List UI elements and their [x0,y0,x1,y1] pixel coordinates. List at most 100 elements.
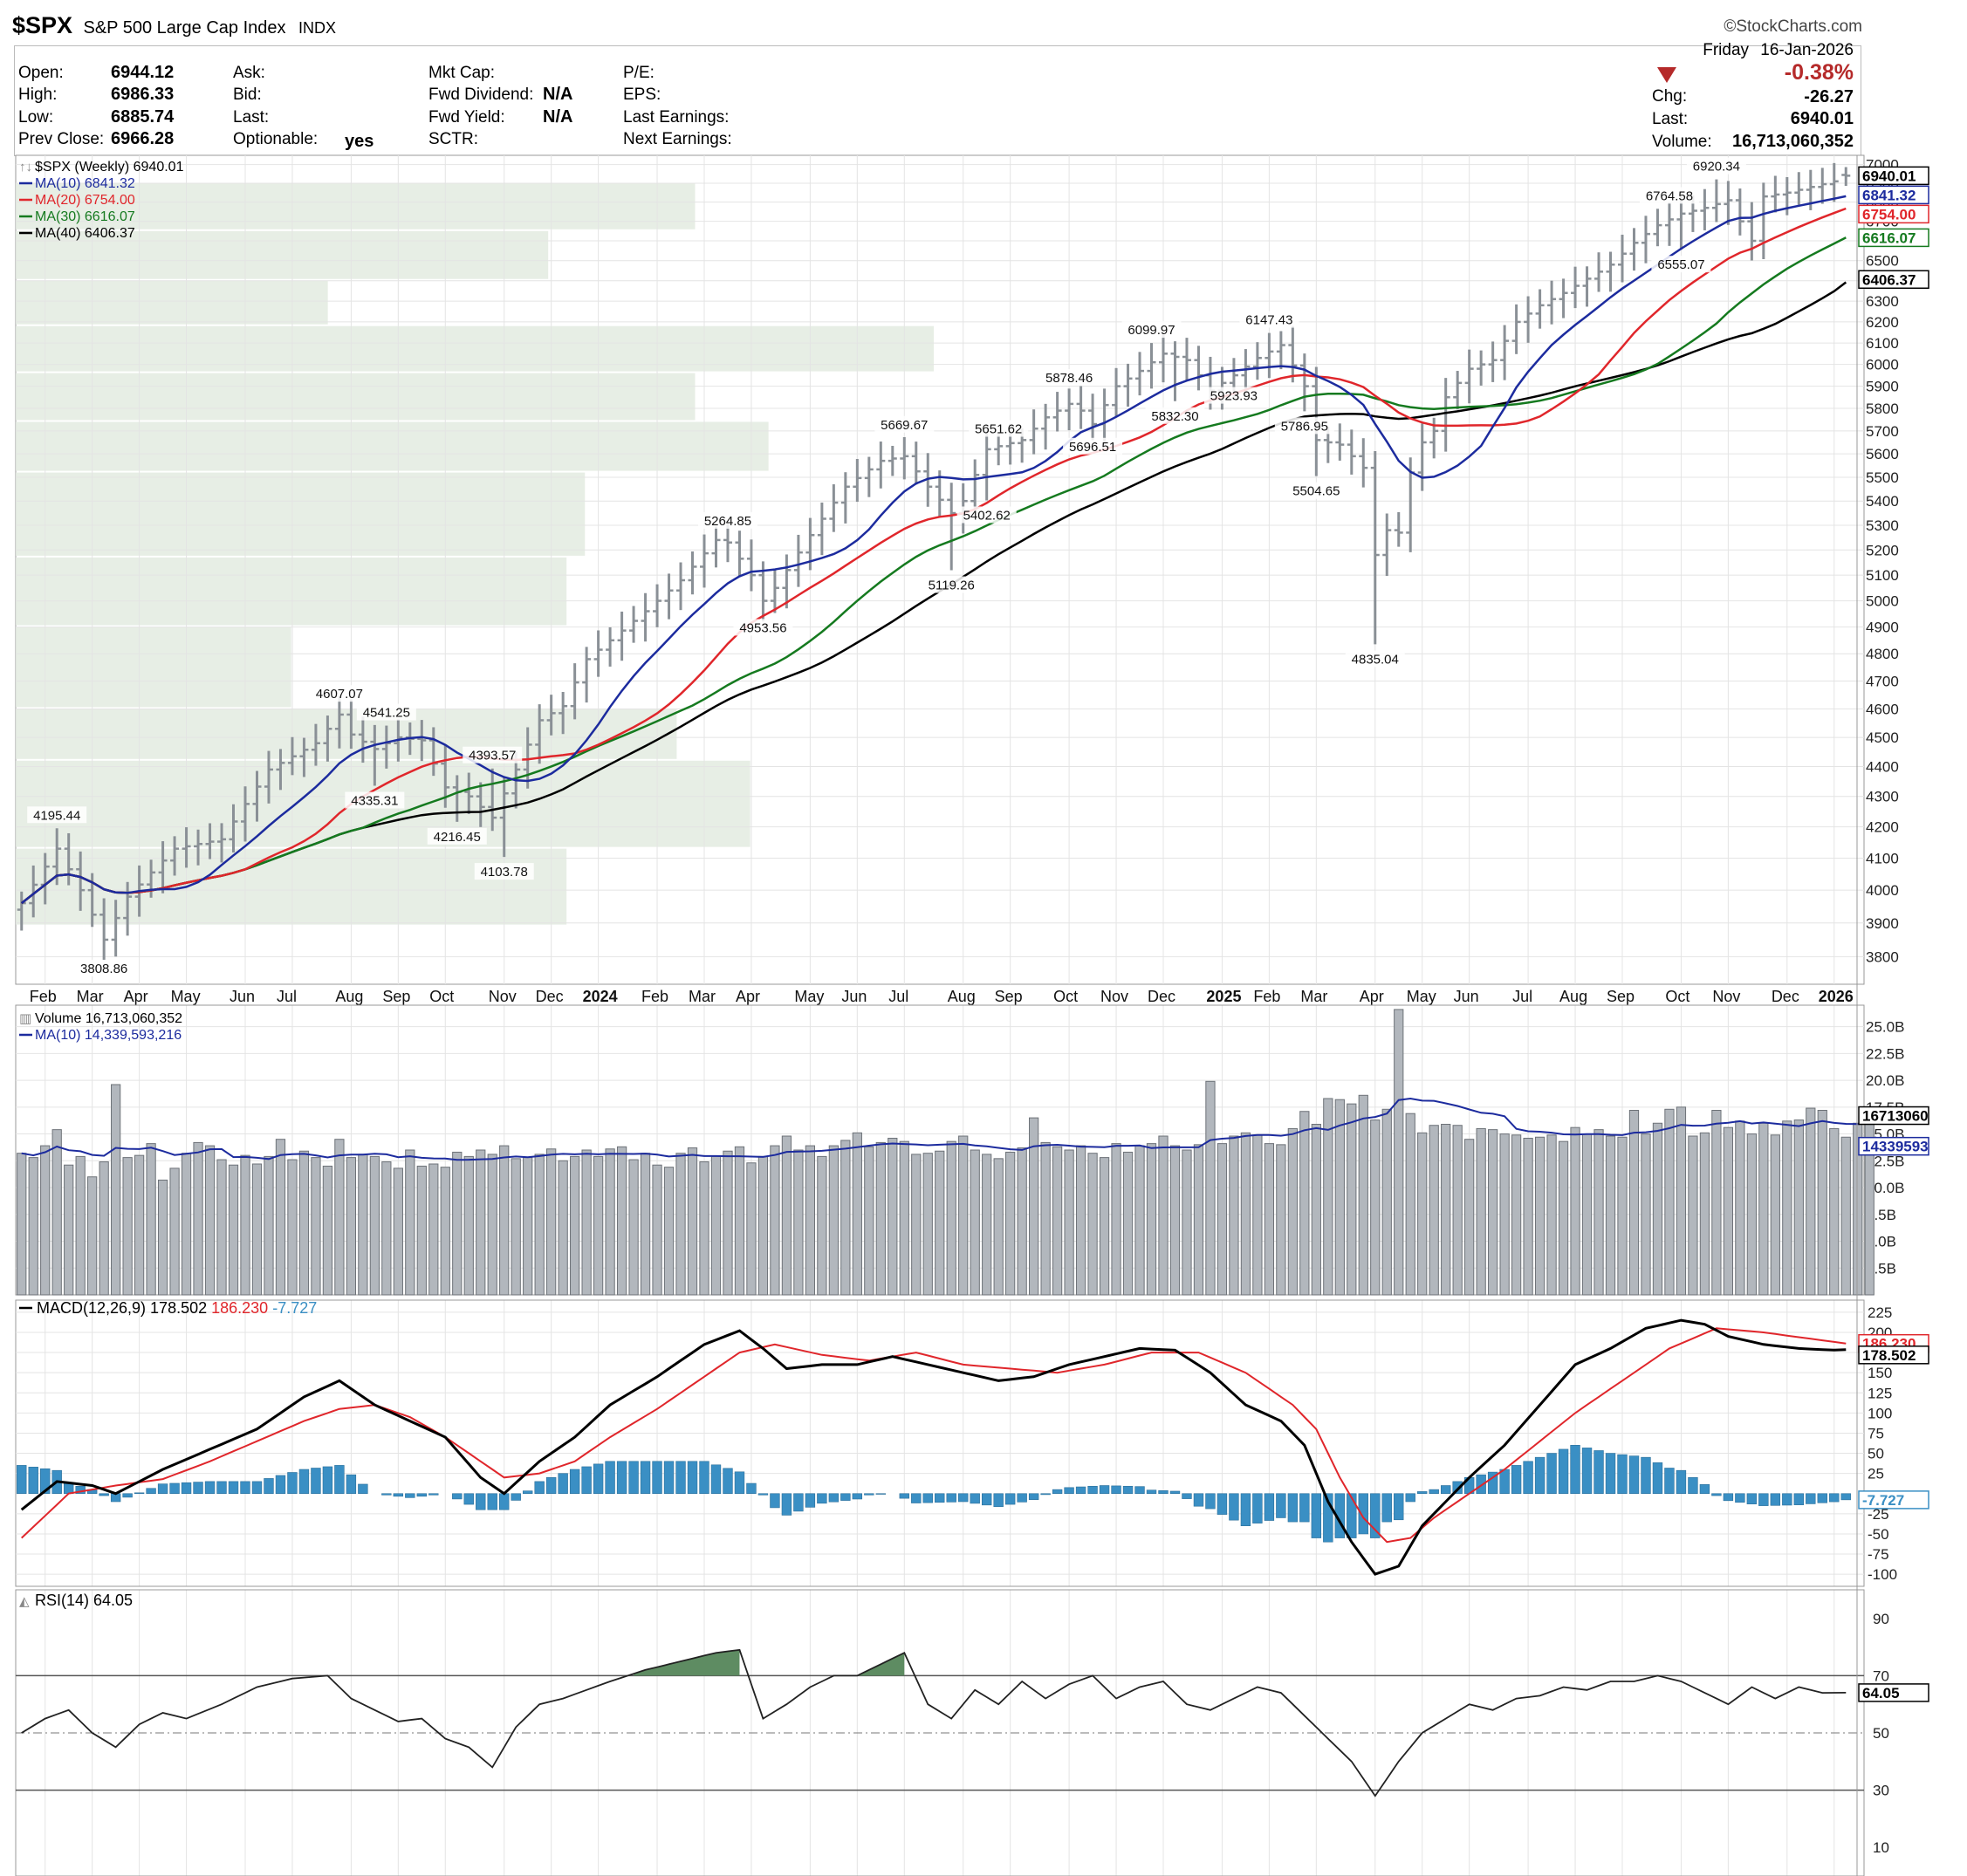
volume-bar [1381,1108,1392,1296]
macd-histogram-bar [545,1476,557,1495]
price-annotation: 5669.67 [881,418,928,433]
volume-bar [499,1145,510,1296]
macd-histogram-bar [1028,1493,1039,1500]
macd-histogram-bar [616,1461,627,1495]
macd-histogram-bar [1570,1445,1580,1495]
volume-bar [358,1154,368,1296]
volume-bar [828,1145,839,1296]
macd-histogram-bar [275,1475,286,1495]
ma20-line [20,207,1847,905]
volume-bar [1499,1133,1510,1296]
x-axis-tick: May [794,988,824,1005]
price-annotation: 6099.97 [1127,323,1175,338]
macd-last-value-tag-box [1858,1490,1929,1510]
macd-histogram-bar [334,1465,345,1495]
macd-histogram-bar [1370,1493,1381,1538]
volume-bar [1029,1117,1039,1296]
volume-bar [1758,1122,1769,1296]
price-annotation: 6920.34 [1693,160,1740,175]
source-credit[interactable]: ©StockCharts.com [1724,17,1862,37]
volume-panel[interactable]: 2.5B5.0B7.5B10.0B12.5B15.0B17.5B20.0B22.… [15,1004,1929,1296]
volume-by-price-band [16,230,549,279]
macd-histogram-bar [240,1481,250,1495]
volume-y-tick: 20.0B [1866,1072,1904,1089]
prev-close-label: Prev Close: [18,130,105,148]
fwd-dividend-label: Fwd Dividend: [428,86,534,104]
volume-bar [723,1150,733,1296]
x-axis-tick: Oct [1665,988,1689,1005]
volume-y-tick: 10.0B [1866,1180,1904,1196]
macd-panel[interactable]: -100-75-50-25255075100125150175200225MAC… [15,1299,1929,1587]
macd-histogram-bar [1276,1493,1286,1518]
price-annotation-bg [969,420,1029,437]
macd-histogram-bar [1064,1487,1074,1495]
macd-legend-value: -7.727 [272,1299,317,1317]
price-annotation: 5264.85 [704,514,751,529]
macd-histogram-bar [1311,1493,1322,1538]
price-annotation-bg [922,576,982,593]
x-axis-tick: Aug [948,988,976,1005]
low-label: Low: [18,108,54,127]
macd-histogram-bar [1652,1462,1663,1495]
volume-bar [193,1141,203,1296]
volume-bar [169,1167,180,1296]
volume-bar [840,1140,851,1296]
macd-histogram-bar [1111,1485,1121,1495]
price-annotation: 5832.30 [1151,409,1198,424]
volume-bar [40,1145,51,1296]
volume-bar [1570,1126,1580,1296]
price-legend-item: $SPX (Weekly) 6940.01 [35,160,184,175]
macd-histogram-bar [228,1481,239,1495]
price-panel[interactable]: 3800 3900 4000 4100 4200 4300 4400 4500 4600 4700… [15,154,1929,1876]
volume-bar [1699,1132,1710,1296]
volume-bar [970,1149,980,1296]
macd-histogram-bar [99,1493,109,1496]
volume-bar [616,1146,627,1296]
macd-y-tick: 225 [1868,1304,1892,1321]
macd-histogram-bar [146,1488,156,1495]
macd-y-tick: 125 [1868,1385,1892,1401]
macd-frame [15,1299,1865,1587]
x-axis-tick: Nov [1712,988,1740,1005]
macd-histogram-bar [476,1493,486,1510]
macd-histogram-bar [181,1482,192,1495]
price-annotation: 4335.31 [351,794,398,809]
volume-bar [734,1146,745,1296]
volume-bar [993,1158,1004,1296]
price-annotation: 6764.58 [1646,188,1693,203]
price-annotation: 5402.62 [963,508,1011,523]
macd-histogram-bar [1628,1455,1640,1495]
macd-histogram-bar [558,1473,568,1495]
rsi-y-tick: 50 [1873,1725,1889,1742]
volume-bar [652,1164,662,1296]
macd-histogram-bar [311,1468,321,1495]
x-axis-tick: Sep [995,988,1023,1005]
volume-bar [122,1157,133,1296]
macd-histogram-bar [1358,1493,1368,1535]
macd-histogram-bar [1429,1489,1439,1495]
price-y-tick: 4600 [1866,701,1899,717]
volume-bar [393,1167,403,1296]
macd-histogram-bar [1205,1493,1216,1510]
macd-histogram-bar [828,1493,840,1503]
macd-histogram-bar [1087,1485,1098,1495]
macd-histogram-bar [1711,1493,1722,1496]
macd-histogram-bar [1746,1493,1758,1504]
macd-histogram-bar [1817,1493,1827,1503]
macd-histogram-bar [1770,1493,1781,1506]
rsi-y-tick: 30 [1873,1783,1889,1799]
x-axis-tick: Oct [1053,988,1078,1005]
volume-bar [1441,1123,1451,1296]
macd-histogram-bar [605,1461,615,1495]
x-axis-tick: 2026 [1819,988,1854,1005]
macd-histogram-bar [1417,1491,1428,1495]
last-label: Last: [1652,110,1689,128]
macd-histogram-bar [1782,1493,1792,1506]
last-label-mid: Last: [233,108,270,127]
macd-histogram-bar [381,1493,392,1496]
macd-histogram-bar [534,1481,545,1495]
high-value: 6986.33 [111,85,175,104]
rsi-panel[interactable]: 10 30 50 70 90 ◭ RSI(14) 64.05 64.05 [15,1589,1929,1876]
volume-bar [1581,1133,1593,1296]
